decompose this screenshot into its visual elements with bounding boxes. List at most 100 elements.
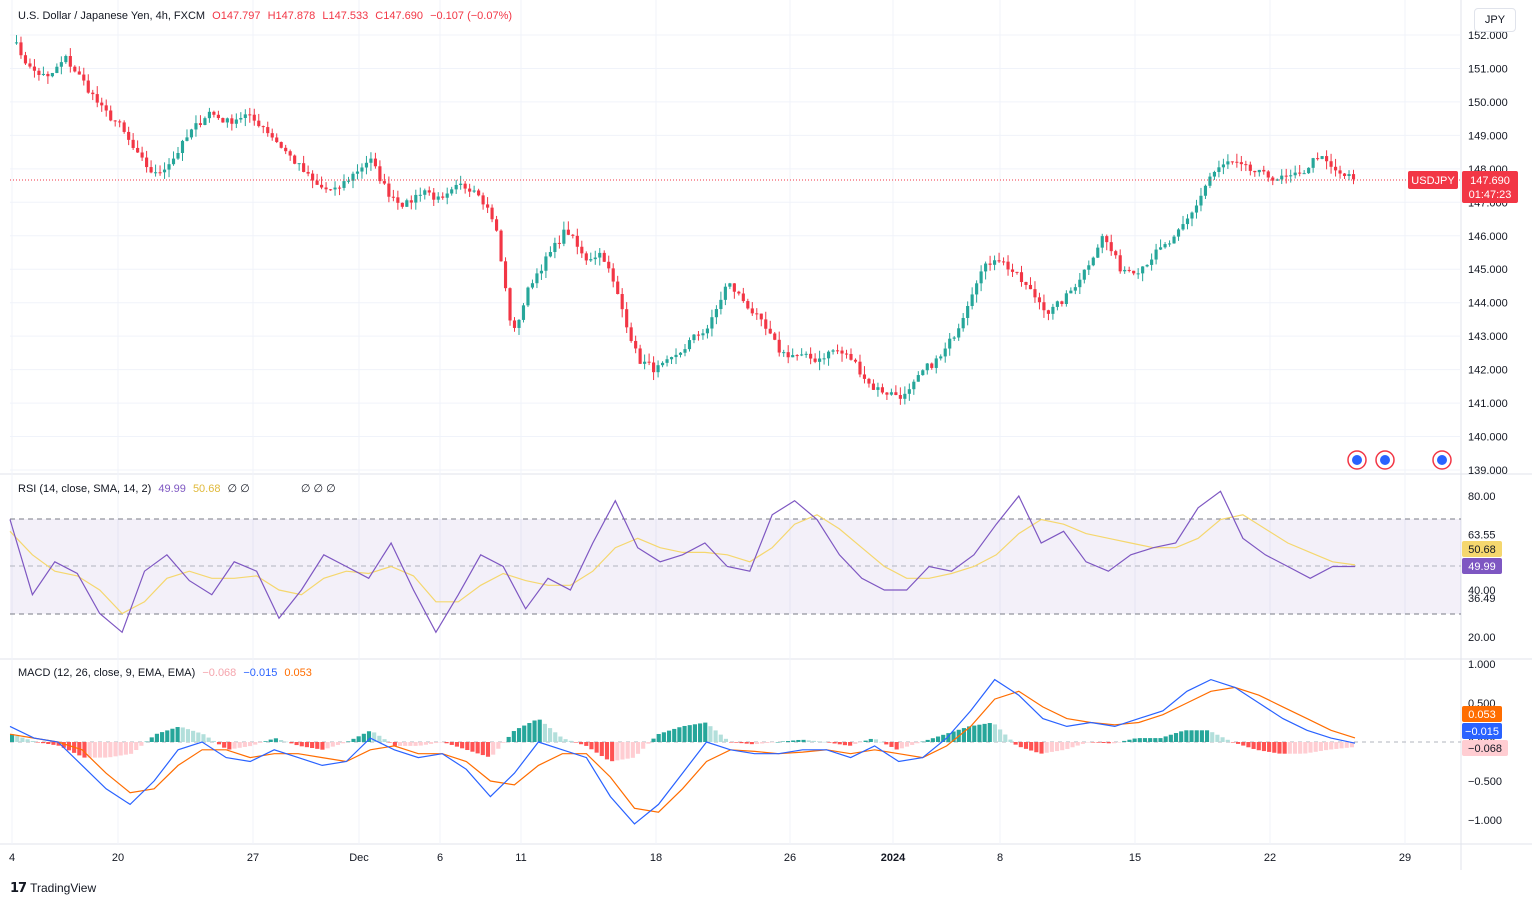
candle-body bbox=[562, 229, 566, 244]
candle-body bbox=[871, 383, 876, 390]
macd-histogram-bar bbox=[785, 740, 791, 742]
last-price-label: 147.690 bbox=[1470, 175, 1510, 187]
macd-histogram-bar bbox=[341, 742, 346, 744]
macd-histogram-bar bbox=[1277, 742, 1282, 754]
rsi-legend: RSI (14, close, SMA, 14, 2) 49.99 50.68 … bbox=[18, 482, 340, 495]
candle-body bbox=[158, 172, 162, 174]
candle-body bbox=[791, 355, 795, 358]
candle-body bbox=[988, 263, 992, 265]
macd-histogram-bar bbox=[154, 733, 159, 742]
macd-histogram-bar bbox=[387, 742, 392, 743]
price-tick-label: 142.000 bbox=[1468, 365, 1508, 377]
macd-histogram-bar bbox=[692, 724, 697, 742]
candle-body bbox=[553, 242, 557, 253]
macd-histogram-bar bbox=[542, 723, 547, 742]
candle-body bbox=[360, 167, 364, 172]
candle-body bbox=[1320, 156, 1324, 159]
candle-body bbox=[634, 340, 638, 349]
candle-body bbox=[907, 389, 911, 394]
macd-histogram-bar bbox=[884, 742, 889, 745]
candle-body bbox=[1118, 255, 1122, 272]
candle-body bbox=[171, 158, 176, 165]
macd-histogram-bar bbox=[811, 740, 816, 742]
rsi-tick-label: 40.00 bbox=[1468, 585, 1496, 597]
macd-histogram-bar bbox=[304, 742, 310, 748]
candle-body bbox=[1257, 169, 1261, 173]
macd-histogram-bar bbox=[729, 742, 734, 743]
candle-body bbox=[660, 362, 665, 366]
macd-histogram-bar bbox=[661, 732, 666, 742]
candle-body bbox=[252, 114, 256, 121]
rsi-legend-sma: 50.68 bbox=[192, 483, 221, 495]
ohlc-open: O147.797 bbox=[212, 10, 261, 22]
candle-body bbox=[185, 137, 189, 141]
candle-body bbox=[957, 328, 961, 338]
candle-body bbox=[795, 355, 799, 357]
candle-body bbox=[342, 181, 346, 188]
macd-histogram-bar bbox=[930, 738, 935, 742]
macd-histogram-bar bbox=[475, 742, 480, 754]
candle-body bbox=[535, 273, 539, 284]
rsi-tick-label: 36.49 bbox=[1468, 593, 1496, 605]
candle-body bbox=[311, 173, 315, 181]
candle-body bbox=[351, 173, 355, 181]
candle-body bbox=[616, 281, 620, 295]
price-tick-label: 141.000 bbox=[1468, 398, 1508, 410]
candles-group bbox=[14, 35, 1356, 405]
currency-button[interactable]: JPY bbox=[1474, 8, 1516, 32]
candle-body bbox=[732, 283, 736, 292]
candle-body bbox=[1284, 175, 1288, 177]
macd-histogram-bar bbox=[56, 742, 61, 746]
macd-histogram-bar bbox=[10, 734, 15, 742]
candle-body bbox=[441, 196, 445, 198]
macd-histogram-bar bbox=[139, 742, 144, 746]
macd-histogram-bar bbox=[1091, 742, 1096, 743]
event-flag-icon[interactable] bbox=[1375, 450, 1395, 470]
candle-body bbox=[849, 353, 853, 360]
rsi-tick-label: 20.00 bbox=[1468, 632, 1496, 644]
macd-histogram-bar bbox=[196, 732, 201, 742]
macd-histogram-bar bbox=[418, 742, 423, 746]
candle-body bbox=[1051, 306, 1055, 314]
macd-histogram-bar bbox=[599, 742, 604, 757]
macd-histogram-bar bbox=[682, 725, 687, 742]
candle-body bbox=[764, 319, 768, 329]
candle-body bbox=[584, 253, 588, 261]
candle-body bbox=[701, 333, 705, 336]
candle-body bbox=[728, 283, 732, 287]
event-flag-icon[interactable] bbox=[1347, 450, 1367, 470]
candle-body bbox=[669, 357, 674, 360]
macd-legend-signal: 0.053 bbox=[284, 667, 312, 679]
event-flag-icon[interactable] bbox=[1432, 450, 1452, 470]
macd-histogram-bar bbox=[1003, 734, 1008, 742]
time-axis[interactable]: 4 20 27 Dec 6 11 18 26 2024 8 15 22 29 bbox=[9, 852, 1411, 864]
macd-histogram-bar bbox=[656, 733, 661, 742]
candle-body bbox=[1100, 236, 1104, 248]
macd-tick-label: −1.000 bbox=[1468, 815, 1502, 827]
macd-histogram-bar bbox=[713, 730, 718, 742]
candle-body bbox=[1289, 175, 1293, 177]
candle-body bbox=[432, 192, 436, 200]
macd-histogram-bar bbox=[1060, 742, 1065, 751]
macd-histogram-bar bbox=[310, 742, 315, 749]
candle-body bbox=[723, 286, 727, 300]
macd-histogram-bar bbox=[1303, 742, 1308, 754]
price-axis[interactable]: 152.000151.000150.000149.000148.000147.0… bbox=[1468, 30, 1508, 477]
tradingview-brand[interactable]: 𝟭𝟳 TradingView bbox=[10, 880, 96, 896]
macd-histogram-bar bbox=[522, 725, 527, 742]
candle-body bbox=[1046, 310, 1050, 314]
macd-histogram-bar bbox=[325, 742, 330, 749]
candle-body bbox=[970, 294, 974, 306]
candle-body bbox=[705, 328, 710, 334]
macd-histogram-bar bbox=[429, 742, 434, 744]
macd-histogram-bar bbox=[1298, 742, 1303, 754]
candle-body bbox=[943, 348, 947, 357]
macd-histogram-bar bbox=[1334, 742, 1339, 749]
time-tick-label: 29 bbox=[1399, 852, 1411, 864]
candle-body bbox=[1316, 158, 1320, 160]
candle-body bbox=[306, 171, 310, 174]
candle-body bbox=[1028, 284, 1033, 290]
